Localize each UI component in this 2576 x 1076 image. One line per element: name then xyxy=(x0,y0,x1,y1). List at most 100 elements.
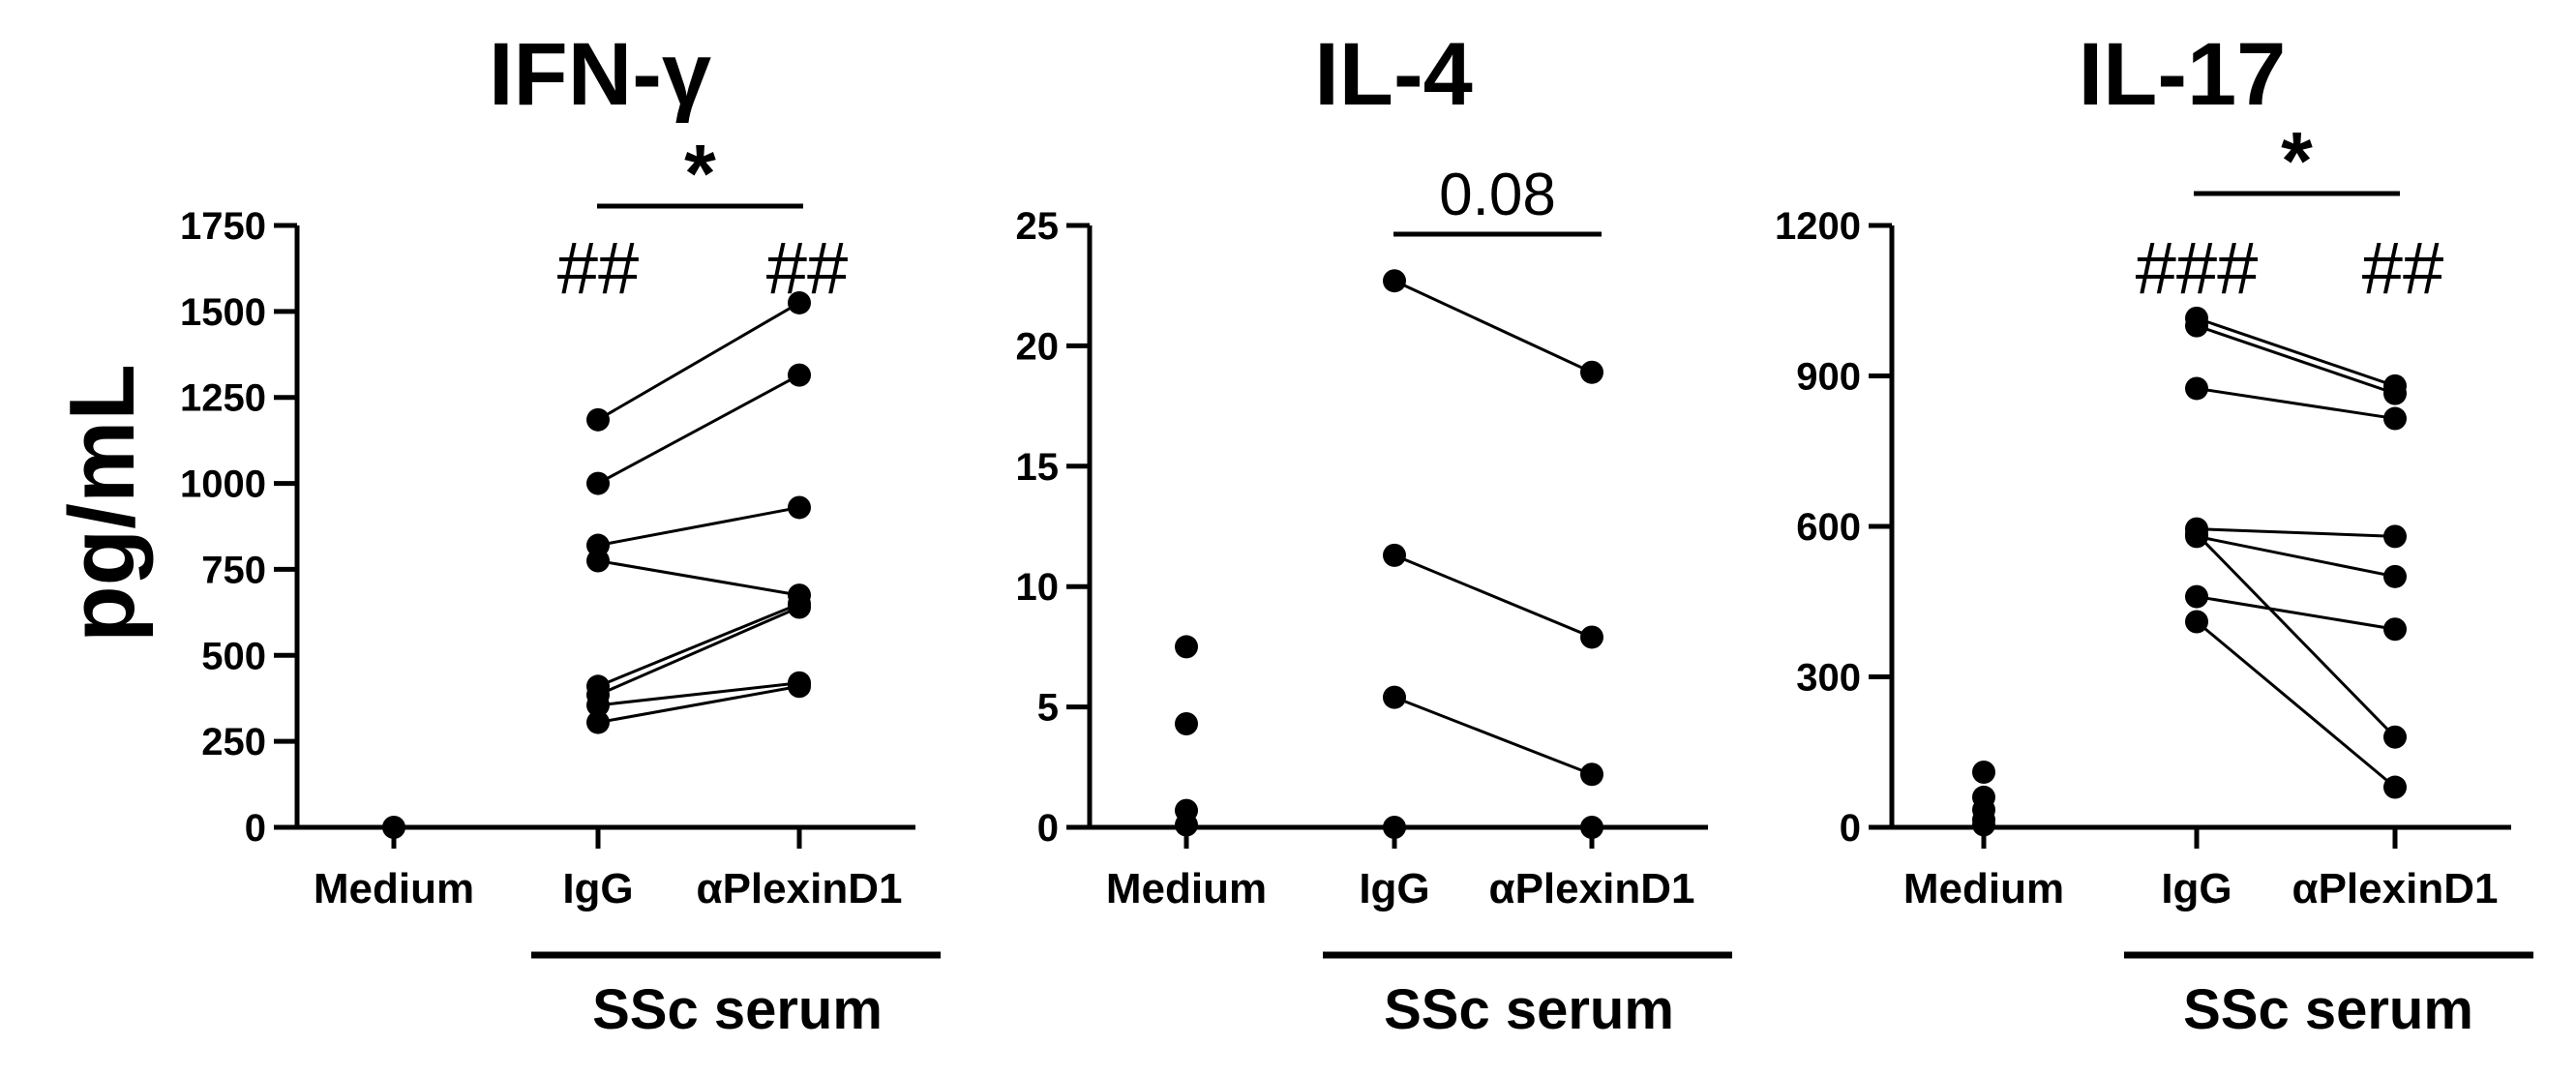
y-tick-label: 20 xyxy=(1016,325,1060,368)
pair-line xyxy=(597,559,800,597)
x-tick-label: IgG xyxy=(1359,865,1429,912)
plexin-point xyxy=(2383,524,2407,549)
plexin-point xyxy=(2383,564,2407,588)
pair-line xyxy=(597,684,800,725)
y-tick-label: 0 xyxy=(245,807,266,850)
plexin-point xyxy=(788,363,811,387)
x-tick-label: Medium xyxy=(1106,865,1267,912)
plexin-point xyxy=(2383,381,2407,405)
pair-line xyxy=(2196,324,2396,396)
igg-point xyxy=(586,471,610,495)
igg-point xyxy=(2185,376,2208,401)
y-tick-label: 500 xyxy=(201,635,266,677)
igg-point xyxy=(586,710,610,734)
plexin-point xyxy=(2383,725,2407,749)
igg-point xyxy=(2185,522,2208,546)
plexin-point xyxy=(2383,617,2407,642)
igg-marker: ### xyxy=(2136,227,2259,310)
pair-line xyxy=(2196,595,2396,631)
igg-point xyxy=(586,407,610,432)
pair-line xyxy=(597,602,800,688)
igg-point xyxy=(586,693,610,717)
x-tick-label: Medium xyxy=(1903,865,2064,912)
y-axis-label: pg/mL xyxy=(50,364,154,643)
panel-ifn-gamma: IFN-γ 0 250 500 750 1000 1250 1500 1750 Medium IgG… xyxy=(180,25,941,1041)
igg-point xyxy=(1383,685,1406,709)
y-tick-label: 0 xyxy=(1037,807,1059,850)
medium-point xyxy=(382,816,405,839)
y-tick-label: 900 xyxy=(1796,356,1861,399)
x-tick-label: IgG xyxy=(562,865,633,912)
igg-point xyxy=(2185,584,2208,609)
plexin-point xyxy=(1580,360,1603,384)
significance-label: 0.08 xyxy=(1439,162,1556,228)
group-label: SSc serum xyxy=(2183,978,2473,1041)
chart-title: IL-17 xyxy=(2079,25,2287,124)
y-tick-label: 15 xyxy=(1016,446,1060,489)
medium-point xyxy=(1972,760,1995,784)
plexin-point xyxy=(1580,625,1603,649)
igg-point xyxy=(2185,314,2208,338)
igg-point xyxy=(1383,816,1406,839)
plexin-point xyxy=(2383,406,2407,431)
panel-il-17: IL-17 0 300 600 900 1200 Medium IgG αPlexinD1 SSc… xyxy=(1775,25,2533,1041)
medium-point xyxy=(1972,813,1995,837)
y-tick-label: 600 xyxy=(1796,506,1861,549)
pair-line xyxy=(2196,386,2396,421)
pair-line xyxy=(1393,696,1593,776)
plexin-point xyxy=(1580,762,1603,787)
igg-point xyxy=(2185,610,2208,634)
y-tick-label: 1000 xyxy=(180,463,266,506)
x-tick-label: Medium xyxy=(314,865,474,912)
plexin-point xyxy=(788,495,811,520)
pair-line xyxy=(1393,553,1593,639)
pair-line xyxy=(2196,534,2396,579)
plexin-marker: ## xyxy=(2362,227,2444,310)
y-tick-label: 750 xyxy=(201,549,266,591)
chart-title: IL-4 xyxy=(1314,25,1473,124)
plexin-point xyxy=(788,674,811,699)
medium-point xyxy=(1175,712,1198,736)
pair-line xyxy=(597,606,800,697)
x-tick-label: IgG xyxy=(2161,865,2232,912)
pair-line xyxy=(2195,532,2397,738)
chart-title: IFN-γ xyxy=(489,25,711,124)
plexin-point xyxy=(788,290,811,314)
igg-point xyxy=(586,549,610,573)
igg-marker: ## xyxy=(557,227,640,310)
y-tick-label: 300 xyxy=(1796,657,1861,700)
igg-point xyxy=(1383,269,1406,293)
y-tick-label: 1750 xyxy=(180,205,266,248)
group-label: SSc serum xyxy=(1384,978,1674,1041)
pair-line xyxy=(597,681,800,707)
y-tick-label: 1250 xyxy=(180,377,266,420)
x-tick-label: αPlexinD1 xyxy=(697,865,903,912)
significance-label: * xyxy=(2281,115,2313,206)
x-tick-label: αPlexinD1 xyxy=(1489,865,1695,912)
panel-il-4: IL-4 0 5 10 15 20 25 Medium IgG αPlexinD1 SSc seru… xyxy=(1016,25,1732,1041)
y-tick-label: 0 xyxy=(1840,807,1861,850)
y-tick-label: 1500 xyxy=(180,291,266,334)
x-tick-label: αPlexinD1 xyxy=(2292,865,2499,912)
medium-point xyxy=(1175,813,1198,837)
plexin-point xyxy=(2383,775,2407,799)
y-tick-label: 1200 xyxy=(1775,205,1861,248)
medium-point xyxy=(1175,635,1198,659)
pair-line xyxy=(597,505,800,548)
pair-line xyxy=(597,374,800,485)
pair-line xyxy=(2196,527,2396,538)
significance-label: * xyxy=(684,128,716,219)
pair-line xyxy=(2196,620,2396,789)
igg-point xyxy=(1383,543,1406,567)
pair-line xyxy=(1393,279,1593,374)
pair-line xyxy=(2196,316,2396,388)
plexin-point xyxy=(788,595,811,619)
y-tick-label: 250 xyxy=(201,721,266,763)
group-label: SSc serum xyxy=(592,978,883,1041)
plexin-point xyxy=(1580,816,1603,839)
y-tick-label: 5 xyxy=(1037,687,1059,730)
y-tick-label: 10 xyxy=(1016,566,1060,609)
y-tick-label: 25 xyxy=(1016,205,1060,248)
pair-line xyxy=(597,301,800,422)
